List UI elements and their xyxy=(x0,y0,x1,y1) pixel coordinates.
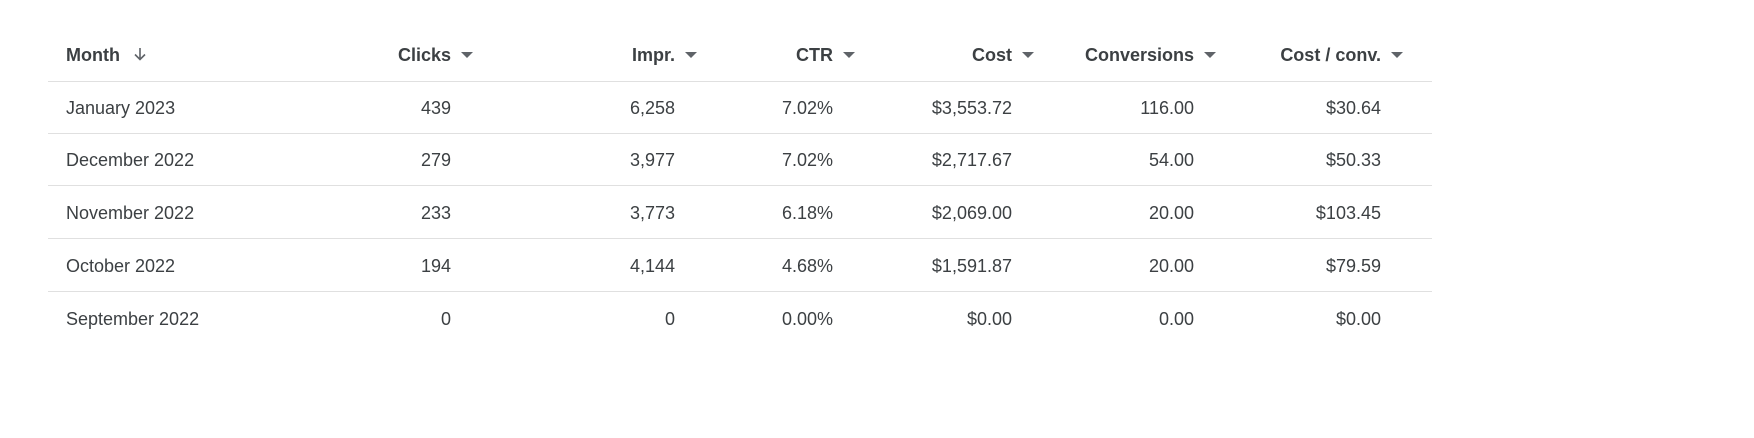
sort-dropdown[interactable] xyxy=(683,47,699,63)
cell-value: 20.00 xyxy=(1148,256,1194,276)
cell-value: 7.02% xyxy=(781,150,833,170)
cell-value: 20.00 xyxy=(1148,203,1194,223)
cell-value: 279 xyxy=(420,150,451,170)
cell-value: $79.59 xyxy=(1325,256,1381,276)
row-divider xyxy=(48,291,1432,292)
cell-value: 6.18% xyxy=(781,203,833,223)
row-label: November 2022 xyxy=(66,203,195,223)
cell-value: $0.00 xyxy=(1335,309,1381,329)
cell-value: $103.45 xyxy=(1315,203,1381,223)
cell-value: $1,591.87 xyxy=(931,256,1012,276)
row-label: October 2022 xyxy=(66,256,176,276)
cell-value: 0.00% xyxy=(781,309,833,329)
cell-value: 0.00 xyxy=(1158,309,1194,329)
row-divider xyxy=(48,238,1432,239)
cell-value: 7.02% xyxy=(781,98,833,118)
cell-value: 439 xyxy=(420,98,451,118)
cell-value: 3,977 xyxy=(629,150,675,170)
sort-dropdown[interactable] xyxy=(1020,47,1036,63)
cell-value: 54.00 xyxy=(1148,150,1194,170)
cell-value: $2,717.67 xyxy=(931,150,1012,170)
cell-value: $3,553.72 xyxy=(931,98,1012,118)
column-header[interactable]: Cost xyxy=(972,45,1012,65)
column-header[interactable]: Cost / conv. xyxy=(1280,45,1381,65)
row-label: December 2022 xyxy=(66,150,195,170)
sort-dropdown[interactable] xyxy=(459,47,475,63)
cell-value: 233 xyxy=(420,203,451,223)
column-header[interactable]: Conversions xyxy=(1084,45,1194,65)
cell-value: 6,258 xyxy=(629,98,675,118)
column-header[interactable]: CTR xyxy=(796,45,833,65)
sort-arrow[interactable] xyxy=(132,46,148,62)
row-label: September 2022 xyxy=(66,309,200,329)
row-divider xyxy=(48,133,1432,134)
row-label: January 2023 xyxy=(66,98,176,118)
sort-dropdown[interactable] xyxy=(1389,47,1405,63)
sort-dropdown[interactable] xyxy=(1202,47,1218,63)
cell-value: 116.00 xyxy=(1140,98,1194,118)
column-header[interactable]: Month xyxy=(66,45,120,65)
row-divider xyxy=(48,185,1432,186)
cell-value: $0.00 xyxy=(966,309,1012,329)
cell-value: 3,773 xyxy=(629,203,675,223)
cell-value: $2,069.00 xyxy=(931,203,1012,223)
cell-value: 4.68% xyxy=(781,256,833,276)
cell-value: $30.64 xyxy=(1325,98,1381,118)
cell-value: 0 xyxy=(440,309,451,329)
cell-value: $50.33 xyxy=(1325,150,1381,170)
column-header[interactable]: Clicks xyxy=(397,45,451,65)
cell-value: 194 xyxy=(420,256,451,276)
cell-value: 4,144 xyxy=(629,256,675,276)
cell-value: 0 xyxy=(664,309,675,329)
header-divider xyxy=(48,81,1432,82)
sort-dropdown[interactable] xyxy=(841,47,857,63)
column-header[interactable]: Impr. xyxy=(631,45,675,65)
